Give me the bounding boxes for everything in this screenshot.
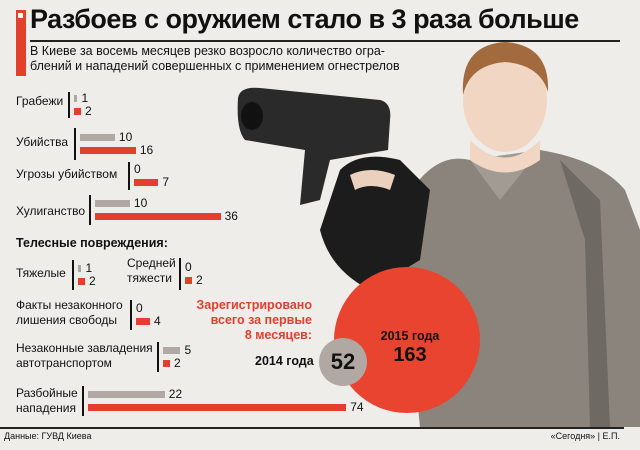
value-2015: 163 — [393, 344, 427, 366]
category-label-line: автотранспортом — [16, 356, 112, 370]
category-label-line: Убийства — [16, 135, 69, 149]
value-label-2015: 2 — [173, 356, 181, 370]
category-label-line: Хулиганство — [16, 204, 86, 218]
axis-divider — [68, 92, 70, 118]
bar-2015 — [78, 278, 85, 285]
category-label-line: нападения — [16, 401, 76, 415]
source-note: Данные: ГУВД Киева — [4, 431, 92, 441]
category-label-line: лишения свободы — [16, 313, 117, 327]
section-heading: Телесные повреждения: — [16, 236, 168, 250]
value-label-2014: 10 — [133, 196, 148, 210]
value-label-2014: 0 — [136, 301, 143, 315]
bar-2015 — [134, 179, 159, 186]
category-label-line: Средней — [127, 256, 176, 270]
circle-2015 — [334, 267, 480, 413]
axis-divider — [179, 258, 181, 290]
subtitle-line: В Киеве за восемь месяцев резко возросло… — [30, 44, 385, 58]
title-accent — [16, 10, 26, 76]
category-label: Средней тяжести — [127, 256, 176, 286]
bar-2014 — [78, 265, 82, 272]
category-label-line: Незаконные завладения — [16, 341, 153, 355]
subtitle: В Киеве за восемь месяцев резко возросло… — [30, 44, 430, 74]
value-label-2014: 0 — [134, 162, 141, 176]
value-label-2015: 7 — [162, 175, 170, 189]
bar-2014 — [80, 134, 115, 141]
category-label-line: Факты незаконного — [16, 298, 123, 312]
bar-2014 — [88, 391, 165, 398]
bar-2014 — [74, 95, 78, 102]
category-label: Хулиганство — [16, 204, 85, 219]
category-label: Тяжелые — [16, 266, 66, 281]
value-label-2015: 4 — [153, 314, 161, 328]
bar-2014 — [95, 200, 130, 207]
axis-divider — [157, 342, 159, 372]
value-label-2015: 2 — [195, 273, 203, 287]
value-label-2015: 36 — [224, 209, 238, 223]
axis-divider — [130, 300, 132, 330]
totals-caption-line: 8 месяцев: — [244, 328, 312, 342]
value-label-2015: 16 — [139, 143, 154, 157]
category-label: Факты незаконного лишения свободы — [16, 298, 123, 328]
value-label-2014: 1 — [81, 91, 89, 105]
category-label: Разбойные нападения — [16, 386, 78, 416]
axis-divider — [82, 386, 84, 416]
label-2015: 2015 года — [380, 329, 440, 343]
value-label-2015: 2 — [88, 274, 96, 288]
category-label: Угрозы убийством — [16, 167, 117, 182]
value-label-2014: 22 — [168, 387, 183, 401]
label-2014: 2014 года — [255, 354, 314, 368]
totals-caption-line: Зарегистрировано — [196, 298, 312, 312]
bar-2015 — [136, 318, 150, 325]
category-label-line: Угрозы убийством — [16, 167, 118, 181]
value-label-2014: 0 — [185, 260, 192, 274]
bar-2015 — [163, 360, 170, 367]
value-label-2014: 5 — [184, 343, 192, 357]
axis-divider — [72, 260, 74, 290]
bar-2015 — [95, 213, 221, 220]
value-2014: 52 — [330, 349, 356, 374]
bar-2014 — [163, 347, 181, 354]
subtitle-line: блений и нападений совершенных с примене… — [30, 59, 400, 73]
totals-caption: Зарегистрировано всего за первые 8 месяц… — [180, 298, 312, 343]
bar-2015 — [185, 277, 192, 284]
value-label-2015: 2 — [84, 104, 92, 118]
category-label-line: Разбойные — [16, 386, 78, 400]
axis-divider — [89, 195, 91, 225]
axis-divider — [74, 128, 76, 160]
title-rule — [30, 40, 620, 42]
category-label-line: тяжести — [127, 271, 172, 285]
value-label-2014: 10 — [118, 130, 133, 144]
category-label: Незаконные завладения автотранспортом — [16, 341, 153, 371]
page-title: Разбоев с оружием стало в 3 раза больше — [30, 4, 579, 34]
bar-2015 — [80, 147, 136, 154]
totals-caption-line: всего за первые — [210, 313, 312, 327]
footer-rule — [0, 427, 624, 429]
category-label: Убийства — [16, 135, 68, 150]
axis-divider — [128, 162, 130, 190]
circle-2014: 52 — [319, 338, 367, 386]
bar-2015 — [74, 108, 81, 115]
value-label-2014: 1 — [85, 261, 93, 275]
value-label-2015: 74 — [350, 400, 364, 414]
credit: «Сегодня» | Е.П. — [550, 431, 620, 441]
category-label-line: Грабежи — [16, 94, 64, 108]
category-label-line: Тяжелые — [16, 266, 66, 280]
category-label: Грабежи — [16, 94, 63, 109]
bar-2015 — [88, 404, 347, 411]
